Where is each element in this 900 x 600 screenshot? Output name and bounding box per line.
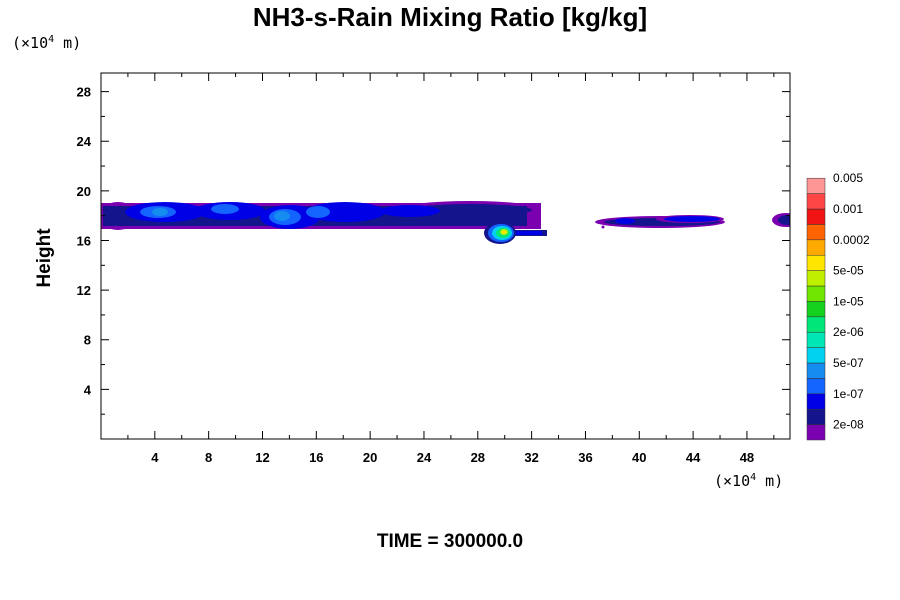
y-tick-label: 8 bbox=[84, 333, 91, 348]
colorbar-label: 1e-05 bbox=[833, 294, 864, 308]
x-tick-label: 12 bbox=[255, 450, 269, 465]
x-unit-label: (×104 m) bbox=[714, 472, 784, 490]
colorbar-swatch bbox=[806, 316, 826, 333]
chart-title: NH3-s-Rain Mixing Ratio [kg/kg] bbox=[252, 2, 648, 32]
x-tick-label: 28 bbox=[471, 450, 485, 465]
edge-band bbox=[772, 213, 790, 227]
time-label: TIME = 300000.0 bbox=[376, 531, 524, 552]
x-tick-label: 16 bbox=[309, 450, 323, 465]
colorbar-label: 2e-08 bbox=[833, 418, 864, 432]
colorbar-swatch bbox=[806, 285, 826, 302]
colorbar-swatch bbox=[806, 331, 826, 348]
colorbar-swatch bbox=[806, 393, 826, 410]
colorbar-swatch bbox=[806, 378, 826, 395]
plot-area bbox=[101, 201, 790, 244]
colorbar-swatch bbox=[806, 347, 826, 364]
y-unit-label: (×104 m) bbox=[12, 34, 82, 52]
colorbar-label: 0.001 bbox=[833, 202, 863, 216]
colorbar-swatch bbox=[806, 270, 826, 287]
colorbar-swatch bbox=[806, 408, 826, 425]
y-tick-label: 20 bbox=[77, 184, 91, 199]
colorbar-swatch bbox=[806, 301, 826, 318]
x-tick-label: 40 bbox=[632, 450, 646, 465]
colorbar-label: 0.0002 bbox=[833, 233, 870, 247]
x-tick-label: 20 bbox=[363, 450, 377, 465]
x-tick-label: 44 bbox=[686, 450, 701, 465]
y-axis-ticks: 4 8 12 16 20 24 28 bbox=[77, 85, 790, 415]
y-tick-label: 12 bbox=[77, 283, 91, 298]
colorbar-swatch bbox=[806, 254, 826, 271]
colorbar-swatch bbox=[806, 177, 826, 194]
x-tick-label: 24 bbox=[417, 450, 432, 465]
main-band-cyan bbox=[152, 208, 290, 221]
y-tick-label: 24 bbox=[77, 134, 92, 149]
colorbar-label: 5e-07 bbox=[833, 356, 864, 370]
colorbar-swatch bbox=[806, 362, 826, 379]
colorbar-swatch bbox=[806, 239, 826, 256]
y-tick-label: 16 bbox=[77, 233, 91, 248]
x-tick-label: 32 bbox=[524, 450, 538, 465]
colorbar-swatch bbox=[806, 224, 826, 241]
colorbar-label: 5e-05 bbox=[833, 264, 864, 278]
x-tick-label: 48 bbox=[740, 450, 754, 465]
colorbar: 2e-08 1e-07 5e-07 2e-06 1e-05 5e-05 0.0002 0.00… bbox=[806, 171, 870, 441]
x-tick-label: 36 bbox=[578, 450, 592, 465]
x-axis-ticks: 4 8 12 16 20 24 28 32 36 40 44 48 bbox=[127, 73, 775, 465]
peak-core bbox=[484, 222, 547, 244]
x-tick-label: 4 bbox=[151, 450, 159, 465]
eastern-band bbox=[595, 215, 725, 229]
plot-frame bbox=[100, 72, 791, 440]
colorbar-label: 1e-07 bbox=[833, 387, 864, 401]
y-axis-label: Height bbox=[34, 228, 55, 288]
x-tick-label: 8 bbox=[205, 450, 212, 465]
colorbar-swatch bbox=[806, 424, 826, 441]
colorbar-swatch bbox=[806, 193, 826, 210]
y-tick-label: 28 bbox=[77, 85, 91, 100]
colorbar-swatch bbox=[806, 208, 826, 225]
colorbar-label: 2e-06 bbox=[833, 325, 864, 339]
colorbar-label: 0.005 bbox=[833, 171, 863, 185]
y-tick-label: 4 bbox=[84, 382, 92, 397]
